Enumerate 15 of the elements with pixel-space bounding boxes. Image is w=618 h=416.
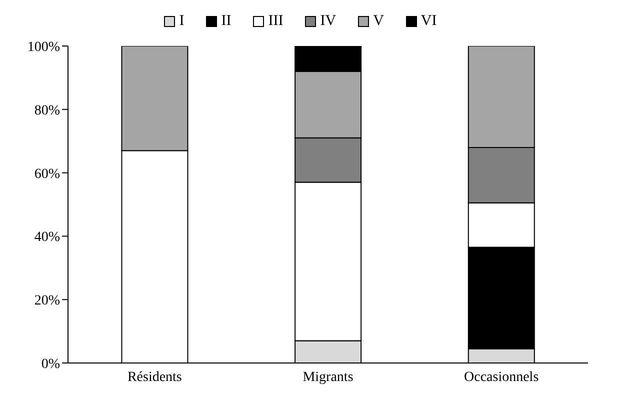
y-tick-label: 40%	[34, 230, 60, 246]
y-tick-label: 60%	[34, 166, 60, 182]
legend-label: V	[373, 13, 384, 30]
x-tick-label: Occasionnels	[464, 370, 539, 385]
legend-label: IV	[320, 13, 336, 30]
legend-label: VI	[420, 13, 437, 30]
y-tick-label: 80%	[34, 103, 60, 118]
y-tick-label: 100%	[27, 40, 60, 55]
y-tick-label: 0%	[41, 356, 60, 372]
legend-label: II	[221, 13, 232, 30]
y-tick-label: 20%	[34, 294, 60, 309]
legend-label: III	[268, 13, 284, 30]
x-tick-label: Migrants	[302, 370, 354, 385]
x-tick-label: Résidents	[127, 370, 182, 385]
legend-label: I	[179, 13, 184, 30]
